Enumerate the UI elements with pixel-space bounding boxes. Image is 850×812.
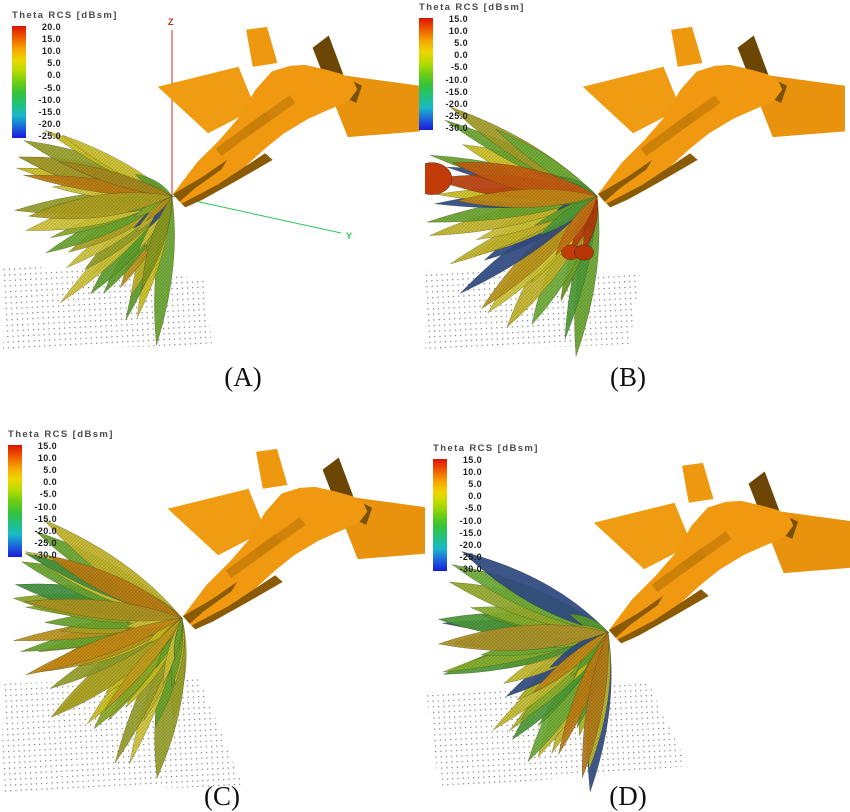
colorbar-tick: -15.0 xyxy=(38,106,61,117)
colorbar-tick: 15.0 xyxy=(41,34,61,45)
colorbar-tick-list: 20.0 15.0 10.0 5.0 0.0 -5.0 -10.0 -15.0 -20.0 -25… xyxy=(31,23,61,141)
aircraft-model xyxy=(593,462,850,644)
colorbar-tick: 20.0 xyxy=(41,22,61,32)
colorbar-tick: 15.0 xyxy=(37,441,57,451)
rcs-scene-panel-b xyxy=(425,26,845,357)
colorbar-gradient-strip xyxy=(8,445,22,557)
rcs-lobes xyxy=(437,550,612,793)
colorbar-panel-d: Theta RCS [dBsm] 15.0 10.0 5.0 0.0 -5.0 -10.0… xyxy=(433,443,539,574)
colorbar-tick: 0.0 xyxy=(468,491,482,502)
colorbar-tick: 15.0 xyxy=(462,455,482,465)
colorbar-tick: -30.0 xyxy=(445,122,468,133)
colorbar-tick: 10.0 xyxy=(41,46,61,57)
colorbar-tick: -25.0 xyxy=(445,110,468,121)
colorbar-tick: 10.0 xyxy=(448,26,468,37)
colorbar-title: Theta RCS [dBsm] xyxy=(419,2,525,13)
rcs-lobes xyxy=(14,129,175,346)
aircraft-model xyxy=(157,26,420,208)
colorbar-title: Theta RCS [dBsm] xyxy=(12,10,118,21)
colorbar-tick: -10.0 xyxy=(459,515,482,526)
colorbar-gradient-strip xyxy=(419,18,433,130)
colorbar-tick: -30.0 xyxy=(34,549,57,560)
colorbar-tick-list: 15.0 10.0 5.0 0.0 -5.0 -10.0 -15.0 -20.0 -25.0 -3… xyxy=(438,15,468,133)
colorbar-tick: -20.0 xyxy=(459,539,482,550)
colorbar-tick: -25.0 xyxy=(38,130,61,141)
colorbar-tick: -15.0 xyxy=(459,527,482,538)
colorbar-tick: -30.0 xyxy=(459,563,482,574)
aircraft-model xyxy=(582,26,845,208)
colorbar-title: Theta RCS [dBsm] xyxy=(433,443,539,454)
panel-label-d: (D) xyxy=(609,781,647,811)
colorbar-gradient-strip xyxy=(433,459,447,571)
rcs-lobes xyxy=(425,106,600,357)
panel-label-a: (A) xyxy=(224,362,262,392)
colorbar-tick: -5.0 xyxy=(43,82,61,93)
colorbar-tick: -15.0 xyxy=(445,86,468,97)
colorbar-tick: 5.0 xyxy=(454,38,468,49)
colorbar-tick: 10.0 xyxy=(37,453,57,464)
colorbar-tick: -25.0 xyxy=(34,537,57,548)
colorbar-tick: -5.0 xyxy=(464,503,482,514)
colorbar-title: Theta RCS [dBsm] xyxy=(8,429,114,440)
rcs-scene-panel-c xyxy=(2,448,425,792)
z-axis-label: Z xyxy=(168,17,174,27)
rcs-scene-panel-d xyxy=(426,462,850,793)
colorbar-panel-a: Theta RCS [dBsm] 20.0 15.0 10.0 5.0 0.0 -5.0-… xyxy=(12,10,118,141)
colorbar-tick: -10.0 xyxy=(445,74,468,85)
colorbar-tick: 0.0 xyxy=(47,70,61,81)
colorbar-tick: -15.0 xyxy=(34,513,57,524)
colorbar-tick: 5.0 xyxy=(468,479,482,490)
colorbar-tick: -20.0 xyxy=(34,525,57,536)
colorbar-tick: -10.0 xyxy=(34,501,57,512)
coordinate-axes: ZY xyxy=(168,17,352,241)
aircraft-model xyxy=(167,448,425,630)
colorbar-tick: 0.0 xyxy=(454,50,468,61)
colorbar-tick: 5.0 xyxy=(43,465,57,476)
rcs-scene-panel-a: ZY xyxy=(2,17,420,350)
y-axis-label: Y xyxy=(346,231,352,241)
colorbar-tick: -5.0 xyxy=(450,62,468,73)
colorbar-tick: 15.0 xyxy=(448,14,468,24)
colorbar-tick: 0.0 xyxy=(43,477,57,488)
colorbar-gradient-strip xyxy=(12,26,26,138)
colorbar-panel-c: Theta RCS [dBsm] 15.0 10.0 5.0 0.0 -5.0 -10.0… xyxy=(8,429,114,560)
colorbar-tick: -20.0 xyxy=(38,118,61,129)
colorbar-tick: 10.0 xyxy=(462,467,482,478)
panel-label-c: (C) xyxy=(204,781,240,811)
colorbar-tick: -5.0 xyxy=(39,489,57,500)
colorbar-panel-b: Theta RCS [dBsm] 15.0 10.0 5.0 0.0 -5.0 -10.0… xyxy=(419,2,525,133)
colorbar-tick-list: 15.0 10.0 5.0 0.0 -5.0 -10.0 -15.0 -20.0 -25.0 -3… xyxy=(27,442,57,560)
colorbar-tick: 5.0 xyxy=(47,58,61,69)
colorbar-tick: -25.0 xyxy=(459,551,482,562)
colorbar-tick: -20.0 xyxy=(445,98,468,109)
colorbar-tick-list: 15.0 10.0 5.0 0.0 -5.0 -10.0 -15.0 -20.0 -25.0 -3… xyxy=(452,456,482,574)
panel-label-b: (B) xyxy=(610,362,646,392)
colorbar-tick: -10.0 xyxy=(38,94,61,105)
rcs-lobes xyxy=(12,519,187,780)
